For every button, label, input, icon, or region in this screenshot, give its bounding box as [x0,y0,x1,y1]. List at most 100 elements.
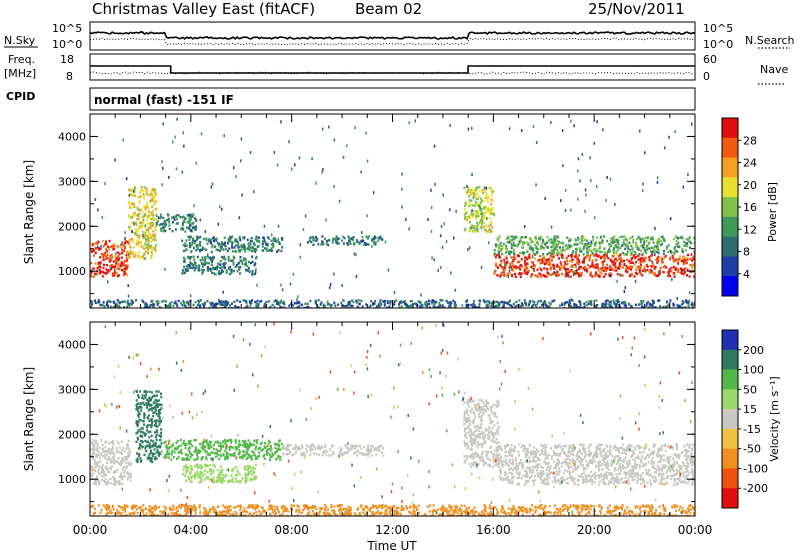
echo-cell [603,258,606,261]
echo-cell [590,179,592,182]
echo-cell [350,304,353,308]
echo-cell [482,192,485,195]
echo-cell [125,467,128,470]
echo-cell [138,234,141,237]
echo-cell [631,247,634,250]
echo-cell [113,471,116,475]
echo-cell [555,274,558,277]
echo-cell [104,481,107,485]
echo-cell [136,234,139,238]
echo-cell [500,248,503,251]
echo-cell [688,275,691,278]
echo-cell [596,266,599,269]
echo-cell [261,245,264,248]
echo-cell [642,239,645,242]
echo-cell [488,435,491,438]
echo-cell [454,288,457,292]
echo-cell [134,214,137,217]
echo-cell [91,443,94,446]
echo-cell [91,456,94,459]
echo-cell [479,300,482,303]
echo-cell [260,449,263,452]
echo-cell [561,129,564,133]
echo-cell [272,242,274,245]
echo-cell [208,445,210,448]
echo-cell [518,266,520,270]
echo-cell [639,238,642,241]
echo-cell [610,268,613,271]
echo-cell [126,264,129,267]
echo-cell [471,407,473,410]
echo-cell [150,397,153,400]
echo-cell [129,250,132,253]
echo-cell [127,294,130,298]
echo-cell [280,306,283,308]
echo-cell [297,295,299,299]
echo-cell [246,449,249,452]
echo-cell [196,244,199,247]
echo-cell [90,306,93,308]
echo-cell [577,197,579,201]
echo-cell [228,304,231,307]
echo-cell [212,463,215,466]
echo-cell [351,304,354,308]
echo-cell [356,449,359,452]
echo-cell [254,262,257,265]
echo-cell [189,258,191,261]
echo-cell [371,244,373,248]
colorbar-swatch [722,137,738,159]
echo-cell [184,458,187,461]
echo-cell [104,445,107,449]
echo-cell [670,217,672,221]
echo-cell [158,409,161,412]
echo-cell [400,300,403,303]
echo-cell [678,255,681,258]
echo-cell [634,279,637,283]
echo-cell [341,304,344,307]
echo-cell [635,261,638,264]
echo-cell [686,245,689,248]
echo-cell [155,301,158,304]
echo-cell [95,241,98,244]
echo-cell [595,250,598,253]
echo-cell [99,256,102,259]
echo-cell [160,392,162,395]
echo-cell [635,267,638,271]
echo-cell [94,198,97,201]
echo-cell [649,271,652,274]
echo-cell [256,455,259,458]
echo-cell [421,304,424,308]
echo-cell [546,253,549,256]
echo-cell [144,242,147,246]
echo-cell [97,265,100,269]
echo-cell [591,263,594,266]
echo-cell [159,403,162,407]
echo-cell [608,303,611,306]
echo-cell [468,201,471,205]
echo-cell [149,246,152,249]
echo-cell [653,249,656,252]
cpid-text: normal (fast) -151 IF [94,93,234,107]
echo-cell [468,220,471,224]
echo-cell [195,161,197,165]
echo-cell [137,402,140,405]
echo-cell [488,230,490,234]
echo-cell [248,260,250,264]
echo-cell [148,222,150,225]
echo-cell [631,235,634,238]
echo-cell [492,437,495,440]
echo-cell [382,447,384,450]
echo-cell [573,255,576,258]
echo-cell [110,482,113,485]
echo-cell [535,246,538,249]
echo-cell [296,301,299,305]
echo-cell [194,263,196,266]
echo-cell [537,300,540,303]
echo-cell [499,264,502,267]
echo-cell [595,299,598,302]
echo-cell [663,264,666,268]
echo-cell [491,212,494,216]
freq-tick-bottom: 8 [66,70,73,83]
echo-cell [502,266,505,270]
echo-cell [355,445,358,448]
